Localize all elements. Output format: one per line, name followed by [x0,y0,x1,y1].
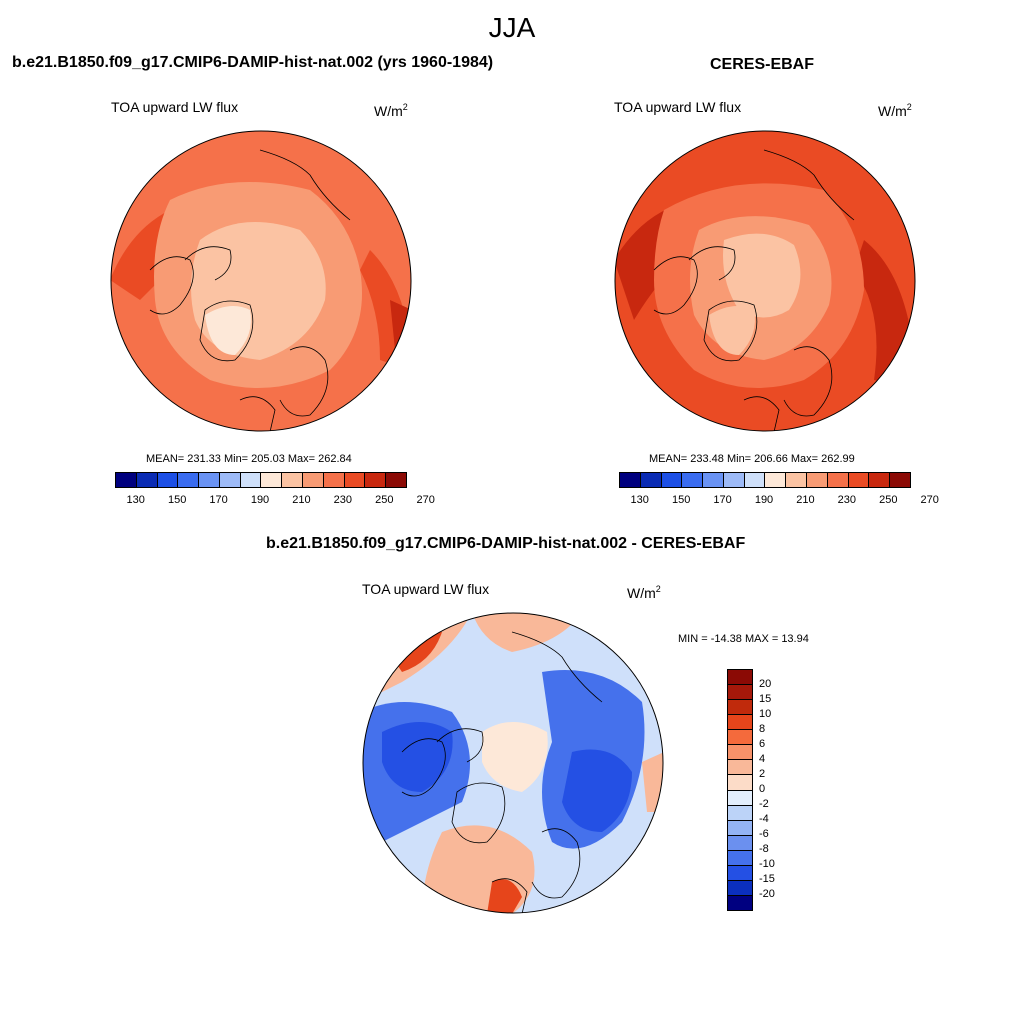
colorbar-swatch [282,473,304,487]
colorbar-swatch [728,790,752,806]
colorbar-swatch [365,473,387,487]
panel-2-polar-map [614,130,916,432]
colorbar-swatch [199,473,220,487]
panel-1-stats: MEAN= 231.33 Min= 205.03 Max= 262.84 [146,453,352,465]
colorbar-tick-label: 0 [759,783,766,795]
panel-1-colorbar [115,472,407,488]
panel-3-title: b.e21.B1850.f09_g17.CMIP6-DAMIP-hist-nat… [266,535,746,552]
panel-1-variable: TOA upward LW flux [111,99,239,115]
colorbar-swatch [728,850,752,866]
colorbar-swatch [723,473,745,487]
colorbar-tick-label: 250 [375,494,394,506]
colorbar-tick-label: 8 [759,723,766,735]
colorbar-tick-label: 170 [713,494,732,506]
colorbar-swatch [728,730,752,746]
colorbar-swatch [728,835,752,851]
colorbar-tick-label: 190 [754,494,774,506]
colorbar-tick-label: 6 [759,738,766,750]
colorbar-swatch [219,473,241,487]
colorbar-swatch [765,473,787,487]
panel-2-variable: TOA upward LW flux [614,99,742,115]
panel-2-unit: W/m2 [878,102,912,119]
colorbar-swatch [640,473,662,487]
colorbar-tick-label: -10 [759,858,775,870]
colorbar-swatch [261,473,283,487]
colorbar-swatch [728,685,752,701]
colorbar-swatch [827,473,849,487]
colorbar-tick-label: 270 [416,494,435,506]
panel-1-title: b.e21.B1850.f09_g17.CMIP6-DAMIP-hist-nat… [12,54,494,71]
colorbar-tick-label: 2 [759,768,766,780]
panel-2-colorbar [619,472,911,488]
colorbar-tick-label: -8 [759,843,769,855]
colorbar-tick-label: 210 [292,494,311,506]
colorbar-tick-label: -2 [759,798,769,810]
colorbar-swatch [728,715,752,731]
panel-3-unit: W/m2 [627,584,661,601]
colorbar-swatch [786,473,808,487]
colorbar-swatch [728,895,752,910]
colorbar-tick-label: -6 [759,828,769,840]
colorbar-swatch [728,820,752,836]
colorbar-swatch [620,473,641,487]
colorbar-tick-label: 15 [759,693,772,705]
colorbar-swatch [728,880,752,896]
colorbar-swatch [157,473,179,487]
colorbar-tick-label: -4 [759,813,769,825]
colorbar-swatch [728,760,752,776]
colorbar-swatch [136,473,158,487]
colorbar-tick-label: 130 [126,494,145,506]
panel-3-variable: TOA upward LW flux [362,581,490,597]
colorbar-tick-label: 4 [759,753,766,765]
colorbar-swatch [323,473,345,487]
colorbar-swatch [728,745,752,761]
panel-3-stats: MIN = -14.38 MAX = 13.94 [678,633,809,645]
colorbar-swatch [890,473,910,487]
colorbar-swatch [728,670,752,686]
panel-2-title: CERES-EBAF [710,56,815,73]
panel-3-colorbar [727,669,753,911]
colorbar-tick-label: 230 [837,494,857,506]
colorbar-swatch [116,473,137,487]
colorbar-tick-label: 230 [333,494,353,506]
colorbar-swatch [869,473,891,487]
colorbar-swatch [661,473,683,487]
season-title: JJA [488,12,536,43]
colorbar-swatch [728,805,752,821]
colorbar-tick-label: 150 [167,494,187,506]
colorbar-swatch [240,473,262,487]
colorbar-tick-label: 190 [250,494,270,506]
colorbar-tick-label: 20 [759,678,772,690]
colorbar-swatch [728,700,752,716]
colorbar-swatch [744,473,766,487]
colorbar-tick-label: 150 [671,494,691,506]
colorbar-tick-label: -15 [759,873,775,885]
colorbar-swatch [344,473,366,487]
colorbar-swatch [848,473,870,487]
colorbar-tick-label: 250 [879,494,898,506]
colorbar-tick-label: 210 [796,494,815,506]
colorbar-tick-label: 130 [630,494,649,506]
colorbar-tick-label: -20 [759,888,775,900]
colorbar-swatch [807,473,828,487]
panel-3-polar-map [362,612,664,914]
colorbar-swatch [386,473,406,487]
colorbar-swatch [682,473,704,487]
panel-3-colorbar-ticks: 20 15 10 8 6 4 2 0 -2 -4 -6 -8 -10 -15 -20 [759,669,799,909]
colorbar-swatch [303,473,324,487]
colorbar-swatch [728,865,752,881]
colorbar-swatch [703,473,724,487]
colorbar-swatch [728,775,752,791]
panel-1-polar-map [110,130,412,432]
colorbar-tick-label: 10 [759,708,772,720]
colorbar-tick-label: 270 [920,494,939,506]
panel-2-stats: MEAN= 233.48 Min= 206.66 Max= 262.99 [649,453,855,465]
panel-1-unit: W/m2 [374,102,408,119]
colorbar-tick-label: 170 [209,494,228,506]
colorbar-swatch [178,473,200,487]
